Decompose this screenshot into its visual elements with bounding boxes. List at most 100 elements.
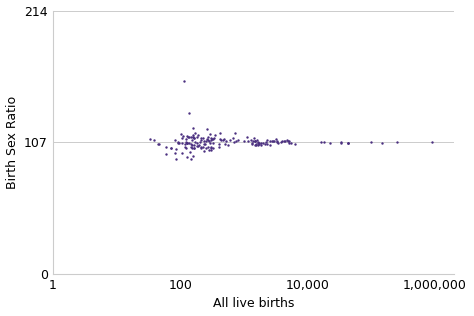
Point bbox=[266, 138, 273, 143]
Point bbox=[232, 138, 240, 143]
Point bbox=[171, 138, 179, 143]
Point bbox=[190, 146, 197, 151]
Point bbox=[167, 146, 175, 151]
Point bbox=[285, 138, 293, 143]
Point bbox=[252, 141, 260, 146]
Point bbox=[186, 134, 193, 139]
Point bbox=[212, 133, 219, 138]
Point bbox=[209, 141, 217, 146]
Point bbox=[182, 137, 190, 142]
Point bbox=[174, 140, 182, 145]
Point bbox=[200, 141, 208, 146]
Point bbox=[162, 144, 170, 149]
Point bbox=[190, 153, 197, 158]
Point bbox=[188, 146, 196, 151]
Point bbox=[273, 139, 281, 144]
Point bbox=[344, 140, 351, 145]
Point bbox=[163, 152, 170, 157]
Point bbox=[232, 130, 239, 135]
Point bbox=[205, 137, 212, 142]
Point bbox=[173, 147, 180, 152]
Point bbox=[217, 137, 225, 143]
Point bbox=[285, 141, 293, 146]
Point bbox=[255, 141, 263, 146]
Point bbox=[193, 134, 201, 139]
Y-axis label: Birth Sex Ratio: Birth Sex Ratio bbox=[6, 96, 18, 189]
Point bbox=[207, 145, 214, 150]
Point bbox=[240, 138, 248, 143]
Point bbox=[207, 135, 215, 140]
Point bbox=[220, 137, 228, 142]
Point bbox=[201, 142, 209, 147]
Point bbox=[194, 133, 201, 138]
Point bbox=[273, 140, 281, 145]
Point bbox=[337, 140, 345, 145]
Point bbox=[367, 140, 375, 145]
Point bbox=[193, 143, 201, 149]
Point bbox=[326, 140, 334, 145]
Point bbox=[250, 136, 257, 141]
Point bbox=[190, 142, 198, 147]
Point bbox=[344, 140, 352, 145]
Point bbox=[197, 137, 205, 143]
Point bbox=[172, 156, 180, 161]
Point bbox=[268, 139, 276, 144]
Point bbox=[182, 144, 189, 149]
Point bbox=[171, 150, 179, 155]
Point bbox=[221, 142, 229, 147]
Point bbox=[188, 143, 195, 148]
Point bbox=[178, 151, 185, 156]
Point bbox=[230, 140, 237, 145]
Point bbox=[204, 144, 211, 149]
Point bbox=[251, 139, 259, 144]
Point bbox=[196, 140, 204, 145]
Point bbox=[200, 149, 208, 154]
Point bbox=[244, 138, 252, 143]
Point bbox=[205, 148, 213, 153]
Point bbox=[280, 138, 287, 143]
Point bbox=[191, 140, 199, 145]
Point bbox=[278, 138, 285, 143]
Point bbox=[215, 142, 223, 147]
Point bbox=[179, 133, 187, 138]
Point bbox=[201, 139, 208, 144]
Point bbox=[274, 141, 282, 146]
Point bbox=[206, 140, 214, 145]
Point bbox=[226, 138, 234, 143]
Point bbox=[150, 137, 158, 142]
Point bbox=[393, 140, 401, 145]
Point bbox=[320, 139, 328, 144]
Point bbox=[262, 139, 270, 144]
Point bbox=[224, 142, 231, 147]
Point bbox=[178, 141, 185, 146]
Point bbox=[180, 78, 188, 83]
Point bbox=[254, 142, 262, 147]
Point bbox=[183, 141, 191, 146]
Point bbox=[190, 125, 197, 130]
Point bbox=[209, 137, 217, 142]
Point bbox=[261, 142, 269, 147]
Point bbox=[287, 141, 294, 146]
Point bbox=[223, 138, 230, 143]
Point bbox=[207, 144, 215, 149]
Point bbox=[266, 143, 274, 148]
Point bbox=[255, 142, 263, 147]
Point bbox=[206, 131, 213, 136]
Point bbox=[186, 110, 193, 115]
Point bbox=[203, 136, 210, 141]
Point bbox=[202, 139, 210, 144]
Point bbox=[183, 141, 191, 146]
Point bbox=[189, 134, 197, 139]
Point bbox=[178, 136, 185, 141]
Point bbox=[252, 143, 260, 148]
Point bbox=[254, 140, 262, 145]
Point bbox=[217, 137, 224, 142]
Point bbox=[205, 139, 212, 144]
Point bbox=[215, 145, 223, 150]
Point bbox=[257, 141, 264, 146]
Point bbox=[204, 135, 211, 140]
Point bbox=[199, 135, 207, 140]
Point bbox=[379, 140, 386, 145]
Point bbox=[229, 135, 237, 140]
Point bbox=[194, 144, 202, 149]
